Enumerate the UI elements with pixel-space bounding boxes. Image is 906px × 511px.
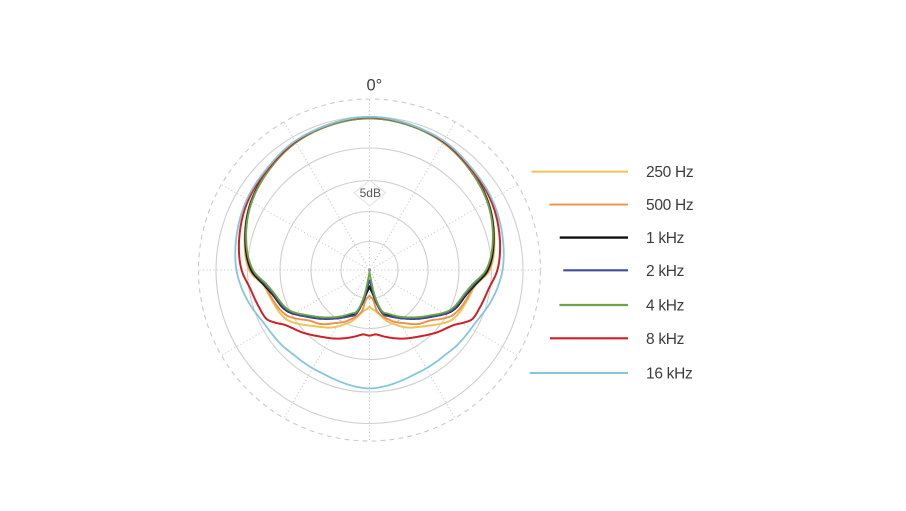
svg-text:5dB: 5dB: [360, 186, 381, 200]
svg-text:2 kHz: 2 kHz: [646, 263, 684, 280]
svg-text:8 kHz: 8 kHz: [646, 331, 684, 348]
svg-text:500 Hz: 500 Hz: [646, 197, 693, 214]
svg-text:4 kHz: 4 kHz: [646, 298, 684, 315]
svg-text:1 kHz: 1 kHz: [646, 230, 684, 247]
svg-text:16 kHz: 16 kHz: [646, 366, 692, 383]
svg-text:250 Hz: 250 Hz: [646, 164, 693, 181]
svg-text:0°: 0°: [367, 77, 383, 95]
